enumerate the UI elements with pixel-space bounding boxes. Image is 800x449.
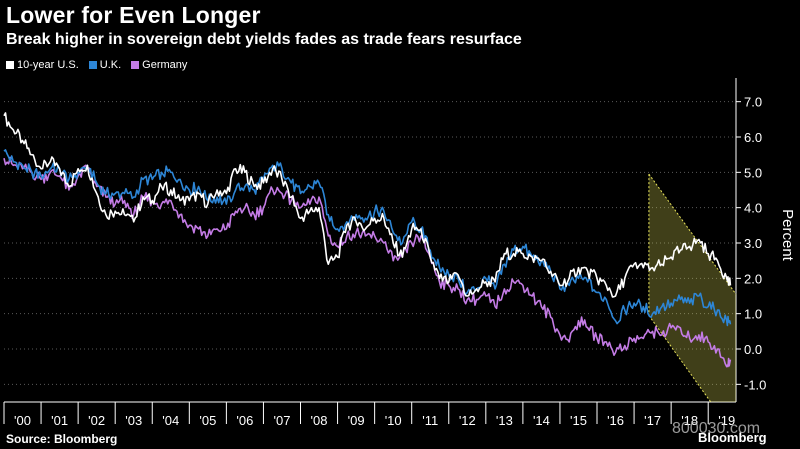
legend-label-germany: Germany — [142, 59, 188, 71]
x-tick-label: '04 — [162, 413, 179, 428]
x-tick-label: '12 — [459, 413, 476, 428]
x-tick-label: '15 — [570, 413, 587, 428]
legend: 10-year U.S. U.K. Germany — [6, 59, 187, 71]
bloomberg-logo: Bloomberg — [698, 430, 767, 445]
series-line-uk — [3, 149, 732, 327]
y-tick-label: 6.0 — [744, 130, 762, 145]
series-line-germany — [3, 156, 732, 368]
x-tick-label: '14 — [533, 413, 550, 428]
x-tick-label: '03 — [125, 413, 142, 428]
x-tick-label: '17 — [644, 413, 661, 428]
chart-subtitle: Break higher in sovereign debt yields fa… — [6, 31, 522, 48]
x-tick-label: '19 — [718, 413, 735, 428]
legend-label-us: 10-year U.S. — [17, 59, 79, 71]
source-note: Source: Bloomberg — [6, 432, 118, 446]
x-tick-label: '13 — [496, 413, 513, 428]
channel-shading — [648, 174, 736, 402]
x-tick-label: '18 — [681, 413, 698, 428]
x-tick-label: '02 — [88, 413, 105, 428]
x-tick-label: '00 — [14, 413, 31, 428]
legend-item-us: 10-year U.S. — [6, 59, 79, 71]
legend-swatch-uk — [88, 61, 97, 69]
x-tick-label: '16 — [607, 413, 624, 428]
legend-item-uk: U.K. — [88, 59, 122, 71]
x-tick-label: '06 — [236, 413, 253, 428]
y-tick-label: -1.0 — [744, 377, 766, 392]
series-line-us — [3, 112, 732, 298]
channel-lower-line — [648, 315, 712, 403]
legend-swatch-us — [6, 61, 14, 69]
legend-item-germany: Germany — [131, 59, 187, 71]
y-tick-label: 4.0 — [744, 201, 762, 216]
chart-title: Lower for Even Longer — [6, 2, 261, 28]
y-tick-label: 1.0 — [744, 307, 762, 322]
x-tick-label: '01 — [51, 413, 68, 428]
x-tick-label: '05 — [199, 413, 216, 428]
x-tick-label: '07 — [273, 413, 290, 428]
x-tick-label: '11 — [422, 413, 438, 428]
y-tick-label: 2.0 — [744, 271, 762, 286]
y-tick-label: 5.0 — [744, 165, 762, 180]
watermark-text: 800030.com — [672, 420, 761, 437]
legend-label-uk: U.K. — [99, 59, 122, 71]
channel-upper-line — [648, 173, 737, 295]
y-tick-label: 7.0 — [744, 95, 762, 110]
y-axis-label: Percent — [779, 209, 796, 261]
y-tick-label: 0.0 — [744, 342, 762, 357]
x-tick-label: '08 — [311, 413, 328, 428]
y-tick-label: 3.0 — [744, 236, 762, 251]
x-tick-label: '10 — [385, 413, 402, 428]
x-tick-label: '09 — [348, 413, 365, 428]
legend-swatch-germany — [131, 61, 140, 69]
